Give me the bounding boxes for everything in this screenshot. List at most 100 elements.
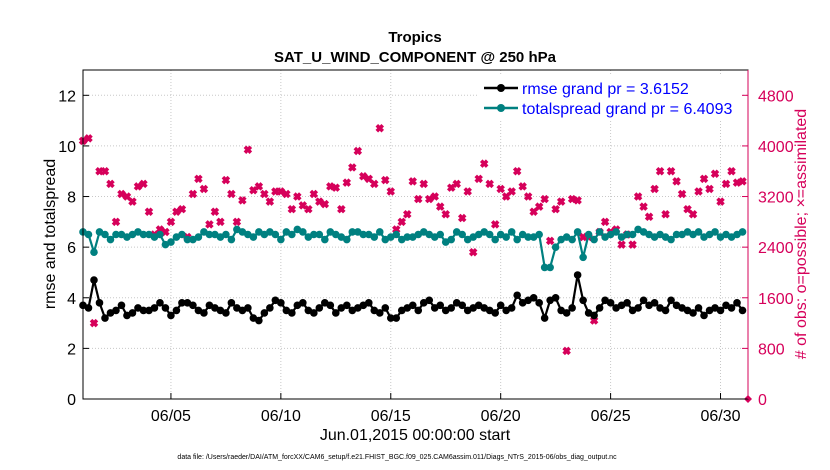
- rmse-point: [667, 296, 675, 305]
- obs-assimilated-point: [705, 184, 714, 194]
- rmse-point: [513, 291, 521, 300]
- obs-assimilated-point: [716, 197, 725, 206]
- legend-spread-marker: [497, 104, 505, 112]
- x-axis-ticks: 06/05 06/10 06/15 06/20 06/25 06/30: [151, 393, 741, 425]
- totalspread-point: [106, 235, 115, 244]
- rmse-point: [326, 301, 335, 310]
- rmse-point: [200, 309, 208, 317]
- obs-assimilated-point: [633, 192, 643, 201]
- rmse-point: [716, 306, 725, 315]
- obs-assimilated-point: [144, 207, 154, 216]
- totalspread-point: [227, 235, 236, 244]
- y-tick-label: 10: [58, 139, 76, 156]
- rmse-point: [568, 304, 576, 312]
- obs-assimilated-point: [216, 217, 225, 227]
- totalspread-point: [321, 235, 329, 244]
- totalspread-point: [343, 235, 351, 244]
- obs-assimilated-point: [490, 220, 500, 229]
- obs-assimilated-point: [359, 172, 368, 181]
- totalspread-point: [392, 230, 401, 239]
- totalspread-point: [546, 263, 554, 272]
- rmse-point: [227, 299, 236, 307]
- rmse-point: [189, 301, 197, 310]
- obs-assimilated-point: [199, 184, 209, 194]
- totalspread-point: [458, 230, 467, 239]
- rmse-point: [392, 314, 401, 322]
- obs-assimilated-point: [375, 123, 385, 133]
- totalspread-point: [183, 235, 192, 244]
- totalspread-point: [288, 230, 296, 239]
- obs-assimilated-point: [644, 212, 654, 222]
- obs-assimilated-point: [738, 177, 747, 186]
- rmse-point: [535, 299, 543, 307]
- y2-tick-label: 0: [758, 392, 767, 409]
- legend-spread-label: totalspread grand pr = 6.4093: [522, 101, 732, 118]
- rmse-point: [161, 304, 170, 312]
- obs-assimilated-point: [89, 318, 99, 328]
- rmse-point: [540, 314, 549, 322]
- y-axis-label: rmse and totalspread: [42, 159, 59, 309]
- obs-assimilated-point: [573, 196, 582, 205]
- x-axis-label: Jun.01,2015 00:00:00 start: [320, 427, 511, 444]
- totalspread-point: [310, 230, 318, 239]
- obs-assimilated-point: [210, 207, 220, 216]
- totalspread-point: [359, 230, 368, 239]
- rmse-point: [661, 306, 670, 315]
- legend: rmse grand pr = 3.6152 totalspread grand…: [477, 76, 741, 120]
- obs-assimilated-point: [100, 166, 110, 176]
- obs-assimilated-point: [111, 217, 121, 227]
- totalspread-point: [315, 230, 324, 239]
- rmse-point: [139, 306, 148, 315]
- rmse-point: [117, 301, 126, 310]
- totalspread-point: [156, 230, 164, 239]
- obs-assimilated-point: [84, 134, 93, 143]
- obs-assimilated-point: [639, 202, 648, 211]
- rmse-point: [244, 304, 252, 312]
- obs-assimilated-point: [721, 179, 731, 189]
- rmse-point: [529, 293, 538, 302]
- obs-assimilated-point: [364, 174, 374, 184]
- rmse-point: [496, 301, 505, 310]
- obs-assimilated-point: [501, 192, 511, 201]
- rmse-point: [172, 306, 181, 315]
- rmse-point: [634, 304, 642, 312]
- y2-tick-label: 4800: [758, 88, 794, 105]
- totalspread-point: [612, 228, 620, 236]
- obs-assimilated-point: [227, 189, 236, 199]
- obs-assimilated-point: [221, 175, 231, 185]
- rmse-point: [178, 299, 186, 307]
- rmse-point: [733, 299, 741, 307]
- obs-assimilated-point: [408, 177, 417, 186]
- totalspread-point: [590, 235, 598, 244]
- rmse-point: [436, 301, 445, 310]
- rmse-point: [738, 306, 747, 315]
- totalspread-point: [90, 248, 98, 257]
- obs-assimilated-point: [655, 166, 665, 176]
- obs-assimilated-point: [414, 194, 423, 204]
- rmse-point: [727, 304, 736, 312]
- totalspread-point: [623, 230, 631, 239]
- totalspread-point: [694, 228, 703, 236]
- y-tick-label: 2: [67, 341, 76, 358]
- totalspread-point: [711, 228, 719, 236]
- totalspread-point: [584, 230, 593, 239]
- obs-assimilated-point: [276, 187, 286, 196]
- rmse-point: [266, 304, 274, 312]
- obs-assimilated-point: [320, 199, 330, 209]
- obs-assimilated-point: [309, 189, 319, 199]
- obs-assimilated-point: [474, 174, 483, 184]
- rmse-point: [491, 309, 499, 317]
- obs-assimilated-point: [457, 213, 467, 223]
- rmse-point: [689, 309, 697, 317]
- obs-assimilated-point: [166, 217, 176, 227]
- rmse-point: [507, 304, 516, 312]
- rmse-point: [458, 301, 467, 310]
- totalspread-point: [485, 230, 494, 239]
- totalspread-point: [271, 230, 280, 239]
- obs-assimilated-point: [507, 187, 516, 196]
- totalspread-point: [277, 235, 285, 244]
- obs-assimilated-point: [260, 189, 269, 199]
- x-tick-label: 06/30: [700, 408, 740, 425]
- obs-assimilated-point: [188, 189, 198, 199]
- obs-assimilated-point: [694, 187, 703, 196]
